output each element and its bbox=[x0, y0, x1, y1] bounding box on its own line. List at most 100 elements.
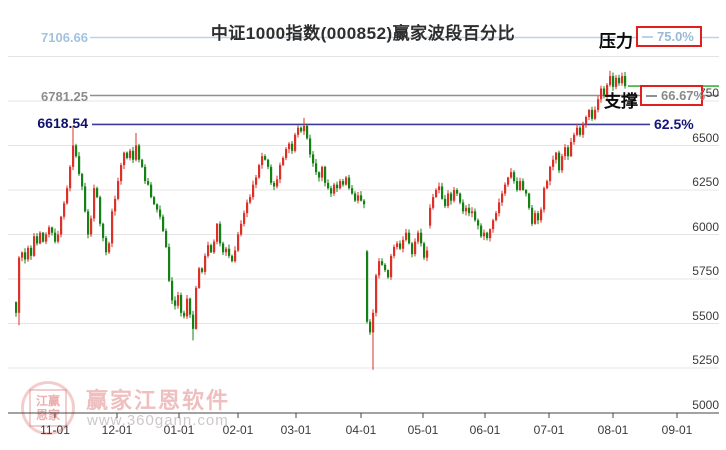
candle-body bbox=[141, 159, 144, 167]
candle-body bbox=[567, 147, 570, 157]
x-axis-label: 09-01 bbox=[661, 423, 693, 437]
x-axis-label: 01-01 bbox=[163, 423, 195, 437]
candle-body bbox=[585, 117, 588, 125]
candle-body bbox=[81, 173, 84, 187]
support-label: 支撑 bbox=[604, 92, 638, 111]
candle-body bbox=[51, 227, 54, 233]
candle-body bbox=[336, 184, 339, 189]
y-axis-label: 6000 bbox=[692, 219, 719, 234]
candle-body bbox=[564, 147, 567, 157]
candle-body bbox=[231, 255, 234, 262]
candle-body bbox=[435, 190, 438, 198]
candle-body bbox=[576, 127, 579, 135]
candle-body bbox=[561, 156, 564, 171]
y-axis-label: 5750 bbox=[692, 264, 719, 278]
candle-body bbox=[606, 84, 609, 96]
candle-body bbox=[126, 152, 129, 158]
candle-body bbox=[258, 165, 261, 178]
candle-body bbox=[84, 186, 87, 212]
candle-body bbox=[513, 172, 516, 182]
candle-body bbox=[300, 127, 303, 132]
candle-body bbox=[540, 209, 543, 221]
candle-body bbox=[153, 197, 156, 205]
candle-body bbox=[246, 202, 249, 214]
watermark-seal-logo: 江赢 恩家 bbox=[21, 381, 75, 435]
candle-body bbox=[597, 99, 600, 110]
candle-body bbox=[234, 250, 237, 262]
candle-body bbox=[108, 243, 111, 253]
candle-body bbox=[354, 193, 357, 201]
candle-body bbox=[363, 200, 366, 205]
candle-body bbox=[156, 204, 159, 210]
candle-body bbox=[264, 156, 267, 160]
candle-body bbox=[327, 182, 330, 189]
candle-body bbox=[96, 188, 99, 198]
candle-body bbox=[603, 88, 606, 96]
candle-body bbox=[402, 239, 405, 249]
mid-price-label: 6618.54 bbox=[37, 115, 88, 131]
x-axis-label: 04-01 bbox=[345, 423, 377, 437]
candle-body bbox=[507, 177, 510, 185]
candle-body bbox=[54, 232, 57, 242]
candle-body bbox=[594, 109, 597, 119]
candle-body bbox=[90, 218, 93, 235]
candle-body bbox=[306, 125, 309, 139]
candle-body bbox=[270, 166, 273, 183]
candle-body bbox=[120, 165, 123, 182]
candle-body bbox=[261, 156, 264, 166]
candle-body bbox=[138, 145, 141, 160]
mid-percent: 62.5% bbox=[654, 116, 694, 132]
candle-body bbox=[444, 198, 447, 207]
candle-body bbox=[63, 203, 66, 217]
candle-body bbox=[222, 243, 225, 253]
candle-body bbox=[297, 127, 300, 135]
x-axis-label: 02-01 bbox=[222, 423, 254, 437]
candle-body bbox=[177, 295, 180, 306]
candle-body bbox=[27, 247, 30, 260]
candle-body bbox=[357, 195, 360, 201]
candle-body bbox=[420, 232, 423, 244]
candle-body bbox=[315, 163, 318, 173]
candle-body bbox=[240, 223, 243, 235]
candle-body bbox=[288, 143, 291, 150]
candle-body bbox=[183, 312, 186, 317]
candle-body bbox=[273, 182, 276, 187]
candle-body bbox=[582, 124, 585, 135]
candle-body bbox=[459, 193, 462, 203]
candle-body bbox=[192, 314, 195, 329]
candle-body bbox=[339, 181, 342, 189]
candle-body bbox=[162, 216, 165, 231]
pressure-line-swatch bbox=[642, 35, 653, 38]
candle-body bbox=[579, 127, 582, 135]
candle-body bbox=[441, 186, 444, 199]
candle-body bbox=[369, 321, 372, 333]
candle-body bbox=[186, 298, 189, 317]
candle-body bbox=[405, 232, 408, 240]
candle-body bbox=[321, 166, 324, 178]
candle-body bbox=[453, 190, 456, 201]
support-percent: 66.67% bbox=[661, 88, 706, 103]
candle-body bbox=[213, 241, 216, 253]
y-axis-label: 6250 bbox=[692, 175, 719, 189]
candle-body bbox=[468, 207, 471, 214]
support-value-box: 66.67% bbox=[640, 85, 706, 106]
candle-body bbox=[129, 150, 132, 158]
candle-body bbox=[483, 232, 486, 237]
watermark-url-text: www.360gann.com bbox=[87, 412, 229, 429]
candle-body bbox=[24, 252, 27, 260]
candle-body bbox=[318, 172, 321, 178]
candle-body bbox=[489, 229, 492, 239]
candle-body bbox=[324, 166, 327, 183]
candle-body bbox=[102, 223, 105, 239]
candle-body bbox=[99, 197, 102, 224]
candle-body bbox=[438, 186, 441, 190]
candle-body bbox=[42, 232, 45, 242]
candle-body bbox=[189, 298, 192, 315]
candle-body bbox=[309, 138, 312, 155]
candle-body bbox=[498, 202, 501, 214]
x-axis-label: 12-01 bbox=[101, 423, 133, 437]
candle-body bbox=[267, 159, 270, 167]
candle-body bbox=[618, 77, 621, 84]
candle-body bbox=[624, 76, 627, 87]
